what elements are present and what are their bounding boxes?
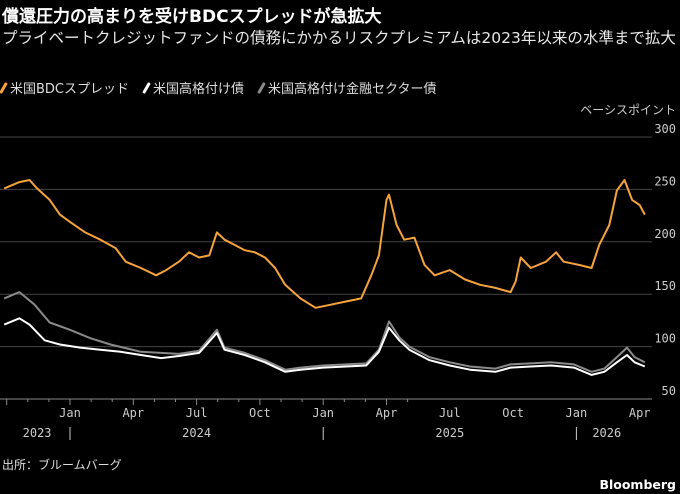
year-label: 2023 — [23, 426, 52, 440]
x-tick-label: Apr — [122, 406, 144, 420]
legend-label-financials: 米国高格付け金融セクター債 — [268, 82, 437, 97]
y-tick-label: 300 — [654, 122, 676, 136]
legend-item-ig: 米国高格付け債 — [142, 78, 245, 97]
x-tick-label: Apr — [376, 406, 398, 420]
series-line-ig-bonds — [3, 317, 646, 376]
y-tick-label: 50 — [662, 384, 676, 398]
legend-item-financials: 米国高格付け金融セクター債 — [257, 78, 437, 97]
y-tick-label: 200 — [654, 227, 676, 241]
y-axis-unit: ベーシスポイント — [580, 103, 676, 117]
x-tick-label: Jan — [312, 406, 334, 420]
chart-subtitle: プライベートクレジットファンドの債務にかかるリスクプレミアムは2023年以来の水… — [2, 29, 676, 47]
x-tick-label: Jan — [566, 406, 588, 420]
legend-label-ig: 米国高格付け債 — [153, 82, 245, 97]
legend-item-bdc: 米国BDCスプレッド — [0, 78, 130, 97]
bloomberg-logo: Bloomberg — [599, 477, 676, 492]
x-tick-label: Jan — [59, 406, 81, 420]
legend-label-bdc: 米国BDCスプレッド — [10, 82, 130, 97]
year-label: 2026 — [592, 426, 621, 440]
y-tick-label: 250 — [654, 174, 676, 188]
y-tick-label: 150 — [654, 279, 676, 293]
x-tick-label: Apr — [629, 406, 651, 420]
year-label: 2024 — [182, 426, 211, 440]
chart-title: 償還圧力の高まりを受けBDCスプレッドが急拡大 — [2, 7, 382, 27]
x-tick-label: Jul — [439, 406, 461, 420]
series-line-ig-financials — [3, 291, 646, 373]
series-line-bdc-spread — [3, 179, 646, 309]
legend: 米国BDCスプレッド 米国高格付け債 米国高格付け金融セクター債 — [0, 78, 437, 97]
x-tick-label: Oct — [249, 406, 271, 420]
source-note: 出所：ブルームバーグ — [2, 458, 122, 472]
x-tick-label: Oct — [502, 406, 524, 420]
x-tick-label: Jul — [186, 406, 208, 420]
year-label: 2025 — [435, 426, 464, 440]
y-tick-label: 100 — [654, 332, 676, 346]
